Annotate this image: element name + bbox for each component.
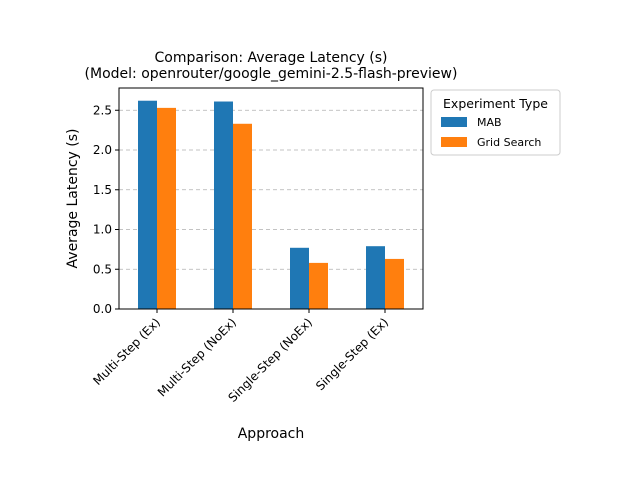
y-tick-label: 0.0 <box>93 302 112 316</box>
plot-frame <box>118 87 424 310</box>
y-tick-label: 2.0 <box>93 143 112 157</box>
x-axis: Multi-Step (Ex)Multi-Step (NoEx)Single-S… <box>90 309 391 405</box>
bar-mab <box>366 246 385 309</box>
y-tick-label: 0.5 <box>93 262 112 276</box>
y-tick-label: 1.0 <box>93 223 112 237</box>
x-tick-label: Multi-Step (Ex) <box>90 315 163 388</box>
legend-swatch-grid-search <box>441 137 467 147</box>
bar-grid-search <box>385 258 404 309</box>
legend-title: Experiment Type <box>443 96 548 111</box>
y-tick-label: 2.5 <box>93 103 112 117</box>
chart-title-line1: Comparison: Average Latency (s) <box>155 50 388 66</box>
bar-mab <box>290 247 309 309</box>
bar-grid-search <box>157 107 176 309</box>
x-tick-label: Multi-Step (NoEx) <box>155 315 239 399</box>
x-axis-label: Approach <box>238 426 305 442</box>
bar-grid-search <box>309 262 328 309</box>
legend: Experiment Type MAB Grid Search <box>430 89 561 156</box>
y-axis: 0.0 0.5 1.0 1.5 2.0 2.5 <box>93 103 119 316</box>
legend-swatch-mab <box>441 117 467 127</box>
bar-mab <box>138 100 157 309</box>
bar-grid-search <box>233 123 252 310</box>
y-tick-label: 1.5 <box>93 183 112 197</box>
y-axis-label: Average Latency (s) <box>65 129 81 269</box>
legend-label-grid-search: Grid Search <box>477 136 541 149</box>
bars <box>138 100 404 310</box>
bar-mab <box>214 101 233 309</box>
x-tick-label: Single-Step (NoEx) <box>226 315 316 405</box>
legend-label-mab: MAB <box>477 116 502 129</box>
x-tick-label: Single-Step (Ex) <box>313 315 391 393</box>
chart-title-line2: (Model: openrouter/google_gemini-2.5-fla… <box>85 66 458 82</box>
